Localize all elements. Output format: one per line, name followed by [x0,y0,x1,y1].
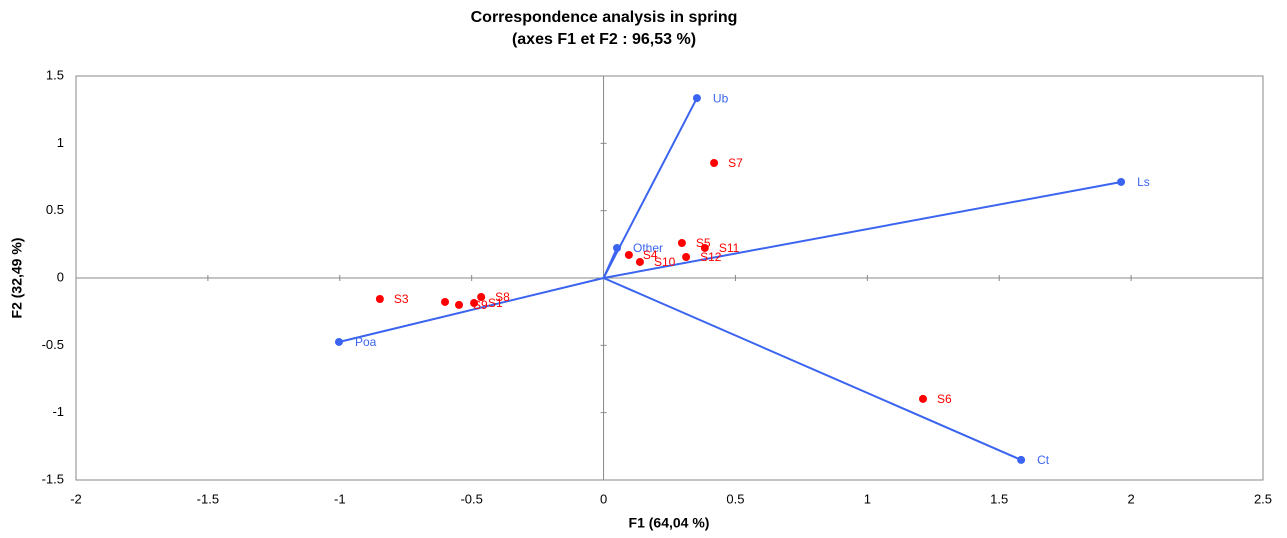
point [700,243,709,252]
y-tick-label: 0 [57,269,64,284]
point-label: Poa [355,335,377,349]
point-label: S10 [654,255,676,269]
point [692,94,701,103]
point-label: S3 [394,292,409,306]
y-tick-label: 1 [57,135,64,150]
point-label: S4 [643,248,658,262]
x-tick-label: 0.5 [726,491,744,506]
point [682,252,691,261]
x-tick-label: 2 [1127,491,1134,506]
point [710,158,719,167]
point [334,337,343,346]
point-label: S6 [937,392,952,406]
point-label: S8 [495,290,510,304]
point [918,394,927,403]
x-tick-label: -1.5 [197,491,219,506]
point [375,295,384,304]
point [441,297,450,306]
x-tick-label: 0 [600,491,607,506]
vector [338,277,604,343]
point-label: Ls [1137,175,1150,189]
vector [602,247,618,279]
point [677,238,686,247]
point-label: Ub [713,91,729,105]
point [613,243,622,252]
point-label: S7 [728,156,743,170]
point [455,300,464,309]
y-tick-label: -1.5 [42,471,64,486]
vector [603,180,1122,279]
point [470,299,479,308]
chart-subtitle: (axes F1 et F2 : 96,53 %) [512,31,696,48]
point [1017,455,1026,464]
y-axis-title: F2 (32,49 %) [9,238,25,319]
point [477,292,486,301]
point-label: Other [633,241,663,255]
point-label: S11 [719,241,740,255]
x-tick-label: 2.5 [1254,491,1272,506]
x-tick-label: 1 [864,491,871,506]
chart-title: Correspondence analysis in spring [471,9,738,26]
vector [603,277,1022,461]
x-axis-title: F1 (64,04 %) [629,515,710,531]
x-tick-label: -1 [334,491,346,506]
y-tick-label: -0.5 [42,337,64,352]
x-tick-label: -2 [70,491,82,506]
point-label: S1 [488,296,503,310]
x-tick-label: 1.5 [990,491,1008,506]
y-tick-label: -1 [52,404,64,419]
point [635,257,644,266]
y-tick-label: 1.5 [46,67,64,82]
point [624,250,633,259]
point-label: S12 [700,250,722,264]
x-tick-label: -0.5 [460,491,482,506]
point [1117,177,1126,186]
y-tick-label: 0.5 [46,202,64,217]
point-label: Ct [1037,453,1050,467]
